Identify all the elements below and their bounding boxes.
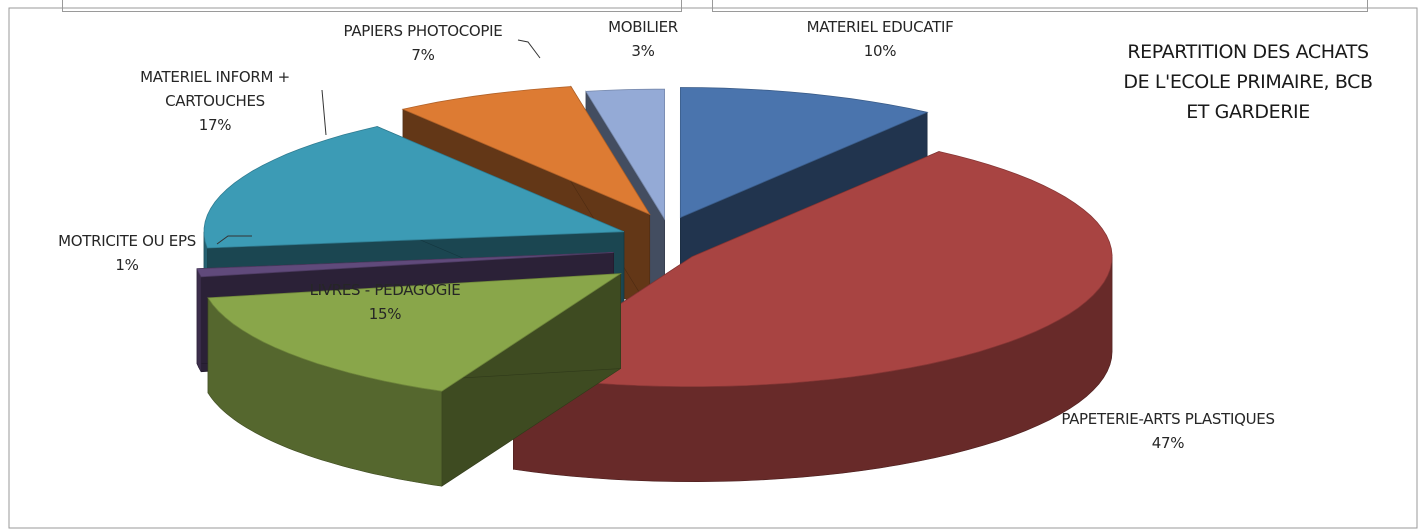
slice-labels: MATERIEL EDUCATIF 10% PAPETERIE-ARTS PLAST… bbox=[58, 18, 1275, 452]
top-right-box bbox=[712, 0, 1368, 12]
top-left-box bbox=[62, 0, 682, 12]
chart-title: REPARTITION DES ACHATS DE L'ECOLE PRIMAIR… bbox=[1123, 41, 1372, 123]
slice-label-1: PAPETERIE-ARTS PLASTIQUES 47% bbox=[1061, 410, 1274, 452]
slice-side-3-0 bbox=[196, 268, 202, 372]
slice-label-2: LIVRES - PEDAGOGIE 15% bbox=[310, 281, 461, 323]
leader-motricite bbox=[216, 235, 252, 245]
slice-label-4: MATERIEL INFORM + CARTOUCHES 17% bbox=[140, 68, 290, 134]
slice-top-2 bbox=[207, 273, 623, 392]
slice-top-1 bbox=[512, 151, 1113, 387]
slice-label-0: MATERIEL EDUCATIF 10% bbox=[807, 18, 954, 60]
slice-top-5 bbox=[401, 86, 651, 216]
slice-label-3: MOTRICITE OU EPS 1% bbox=[58, 232, 196, 274]
pie-slice-2 bbox=[207, 273, 623, 487]
leader-materiel-inform bbox=[321, 89, 327, 136]
leader-lines bbox=[216, 39, 541, 245]
leader-papiers bbox=[517, 39, 541, 59]
slice-top-3 bbox=[196, 252, 614, 278]
slice-label-5: PAPIERS PHOTOCOPIE 7% bbox=[344, 22, 503, 64]
slice-top-6 bbox=[585, 88, 666, 221]
slice-top-0 bbox=[679, 87, 929, 219]
slice-top-4 bbox=[203, 126, 625, 249]
pie-slices bbox=[196, 85, 1113, 487]
slice-label-6: MOBILIER 3% bbox=[608, 18, 678, 60]
chart-border bbox=[8, 7, 1418, 529]
